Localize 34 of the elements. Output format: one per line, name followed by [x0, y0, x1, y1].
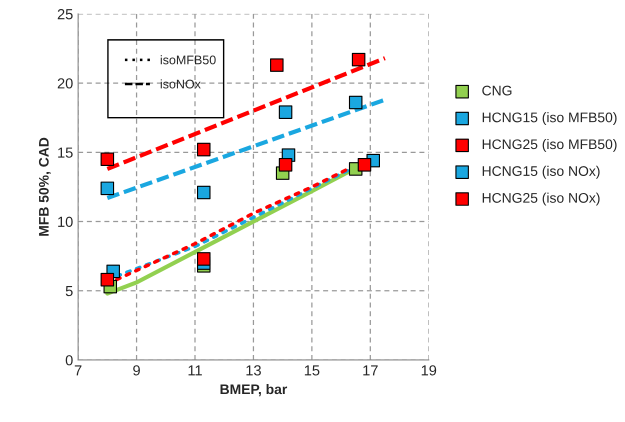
point	[100, 182, 114, 196]
x-tick-label: 19	[422, 365, 436, 376]
point	[270, 58, 284, 72]
x-axis-title: BMEP, bar	[220, 384, 288, 396]
legend-label: HCNG25 (iso MFB50)	[482, 138, 617, 152]
x-tick-label: 15	[304, 365, 320, 376]
annotation: isoNOx	[160, 79, 201, 89]
point	[278, 105, 292, 119]
legend-label: HCNG15 (iso NOx)	[482, 166, 600, 179]
point	[197, 252, 211, 266]
y-tick-label: 10	[58, 216, 73, 227]
annotation: isoMFB50	[160, 55, 216, 64]
y-tick-label: 0	[66, 355, 73, 366]
point	[352, 52, 366, 66]
x-tick-label: 13	[246, 365, 261, 376]
legend-label: HCNG25 (iso NOx)	[482, 192, 600, 206]
y-tick-label: 25	[58, 9, 73, 20]
y-tick-label: 5	[66, 286, 73, 296]
point	[100, 272, 114, 286]
point	[197, 186, 211, 200]
y-axis-title: MFB 50%, CAD	[38, 138, 51, 236]
y-tick-label: 15	[58, 148, 73, 158]
x-tick-label: 7	[74, 365, 82, 376]
x-tick-label: 11	[188, 365, 202, 376]
y-tick-label: 20	[58, 78, 73, 89]
point	[278, 158, 292, 172]
legend-label: CNG	[482, 86, 512, 96]
point	[100, 152, 114, 166]
point	[197, 142, 211, 156]
x-tick-label: 9	[133, 365, 140, 376]
point	[348, 96, 362, 110]
legend-label: HCNG15 (iso MFB50)	[482, 112, 617, 126]
x-tick-label: 17	[363, 365, 378, 376]
point	[358, 158, 372, 172]
